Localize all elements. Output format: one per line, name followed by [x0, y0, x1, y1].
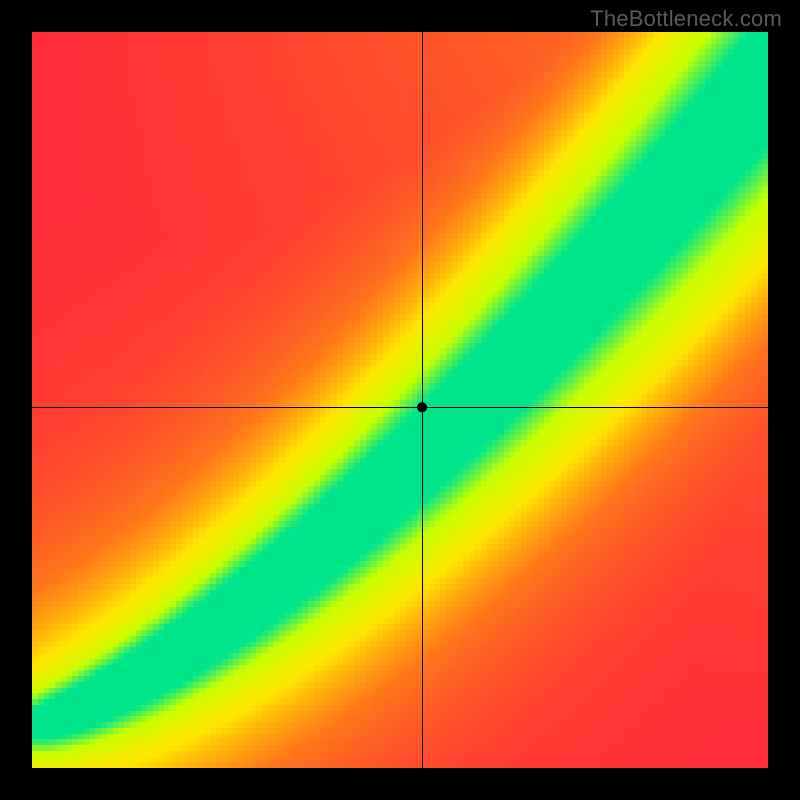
plot-area	[32, 32, 768, 768]
watermark-text: TheBottleneck.com	[590, 6, 782, 32]
bottleneck-heatmap	[32, 32, 768, 768]
chart-frame: TheBottleneck.com	[0, 0, 800, 800]
